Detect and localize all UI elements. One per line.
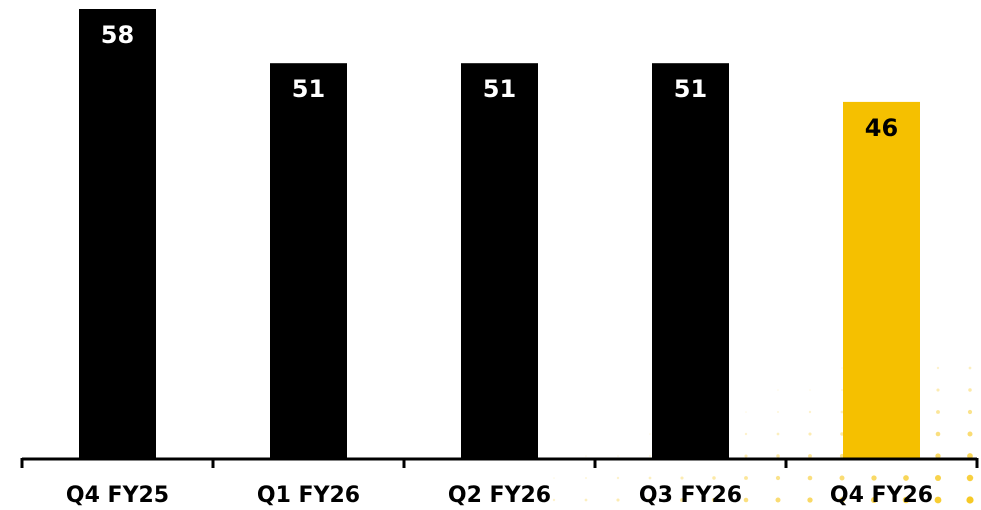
decorative-dot	[649, 455, 651, 457]
bar-value-label: 51	[292, 75, 325, 103]
decorative-dot	[966, 474, 974, 482]
bars	[79, 9, 920, 459]
decorative-dot	[841, 389, 843, 391]
decorative-dot	[616, 498, 620, 502]
bar-value-label: 46	[865, 114, 898, 142]
x-tick-label: Q3 FY26	[639, 483, 742, 508]
decorative-dot	[775, 475, 781, 481]
decorative-dot	[616, 476, 620, 480]
decorative-dot	[902, 496, 910, 504]
bar-value-label: 51	[483, 75, 516, 103]
decorative-dot	[870, 496, 878, 504]
decorative-dot	[744, 454, 748, 458]
decorative-dot	[744, 476, 748, 480]
decorative-dot	[777, 389, 779, 391]
decorative-dot	[808, 454, 812, 458]
bar-value-label: 51	[674, 75, 707, 103]
decorative-dot	[936, 410, 940, 414]
decorative-dot	[966, 496, 974, 504]
decorative-dot	[839, 475, 845, 481]
decorative-dot	[648, 476, 652, 480]
decorative-dot	[808, 432, 812, 436]
x-axis-tick-labels: Q4 FY25 Q1 FY26 Q2 FY26 Q3 FY26 Q4 FY26	[66, 483, 933, 508]
decorative-dot	[585, 455, 587, 457]
x-tick-label: Q1 FY26	[257, 483, 360, 508]
decorative-dot	[967, 409, 973, 415]
bar-q4-fy26	[843, 101, 920, 459]
decorative-dot	[839, 497, 845, 503]
decorative-dot	[903, 475, 909, 481]
x-tick-label: Q4 FY26	[830, 483, 933, 508]
decorative-dot	[584, 498, 588, 502]
decorative-dot	[936, 388, 940, 392]
decorative-dot	[711, 497, 717, 503]
decorative-dot	[744, 432, 748, 436]
decorative-dot	[553, 477, 555, 479]
decorative-dot	[934, 474, 942, 482]
decorative-dot	[776, 454, 780, 458]
bar-q2-fy26	[461, 63, 538, 458]
decorative-dot	[712, 476, 716, 480]
decorative-dot	[935, 431, 941, 437]
bar-q1-fy26	[270, 63, 347, 458]
decorative-dot	[585, 477, 587, 479]
decorative-dot	[967, 453, 973, 459]
decorative-dot	[807, 497, 813, 503]
decorative-dot	[840, 432, 844, 436]
decorative-dot	[871, 475, 877, 481]
decorative-dot	[936, 366, 940, 370]
bar-value-label: 58	[101, 21, 134, 49]
decorative-dot	[967, 431, 973, 437]
decorative-dot	[745, 411, 747, 413]
decorative-dot	[680, 476, 684, 480]
decorative-dot	[776, 432, 780, 436]
bar-q4-fy25	[79, 9, 156, 458]
decorative-dot	[743, 497, 749, 503]
decorative-dot	[934, 496, 942, 504]
bar-q3-fy26	[652, 63, 729, 458]
x-axis	[20, 457, 979, 468]
decorative-dot	[841, 367, 843, 369]
x-tick-label: Q2 FY26	[448, 483, 551, 508]
decorative-dot	[648, 498, 652, 502]
decorative-dot	[649, 433, 651, 435]
decorative-dot	[840, 410, 844, 414]
bar-value-labels: 58 51 51 51 46	[101, 21, 898, 142]
decorative-dot	[777, 411, 779, 413]
decorative-dot	[775, 497, 781, 503]
decorative-dot	[808, 410, 812, 414]
decorative-dot	[680, 498, 684, 502]
decorative-dot	[968, 366, 972, 370]
decorative-dot	[807, 475, 813, 481]
decorative-dot	[968, 388, 972, 392]
decorative-dot	[935, 453, 941, 459]
decorative-dot	[552, 498, 556, 502]
x-tick-label: Q4 FY25	[66, 483, 169, 508]
decorative-dot	[617, 455, 619, 457]
decorative-dot	[809, 389, 811, 391]
